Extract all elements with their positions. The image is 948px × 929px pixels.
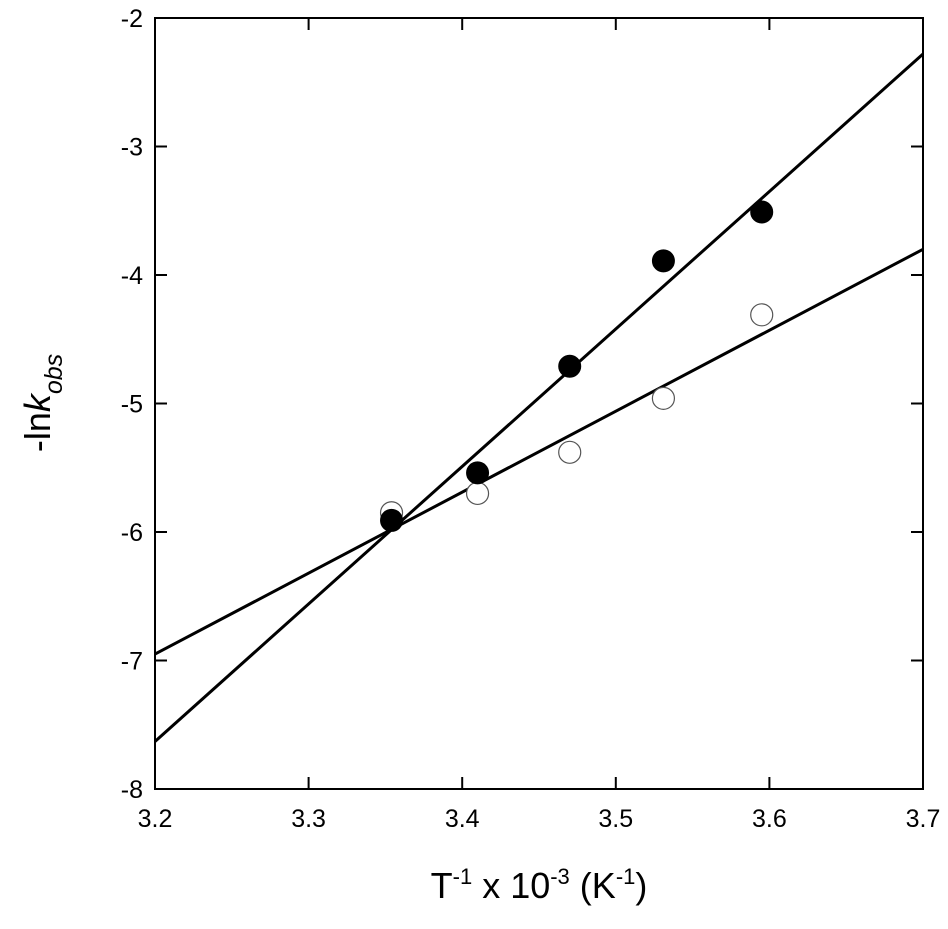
- x-tick-label: 3.6: [752, 805, 787, 833]
- y-tick-label: -4: [121, 262, 143, 290]
- x-axis-title-sup2: -3: [550, 864, 570, 889]
- x-tick-label: 3.7: [906, 805, 941, 833]
- x-axis-title-mid: x 10: [472, 865, 550, 906]
- open-point: [651, 386, 676, 410]
- data-points: [379, 200, 774, 532]
- y-axis-title-sub: obs: [40, 354, 68, 394]
- y-tick-label: -8: [121, 776, 143, 804]
- plot-frame: [154, 17, 924, 790]
- x-axis-title: T-1 x 10-3 (K-1): [431, 864, 648, 906]
- y-axis-title-prefix: -ln: [17, 412, 58, 452]
- filled-point: [750, 200, 774, 224]
- x-axis-title-sup3: -1: [616, 864, 636, 889]
- fit-lines: [153, 52, 925, 743]
- x-axis-title-end: ): [635, 865, 647, 906]
- filled-point: [651, 249, 675, 273]
- y-axis-title-italic: k: [17, 392, 58, 412]
- y-tick-label: -2: [121, 5, 143, 33]
- filled-point: [380, 508, 404, 532]
- y-tick-label: -5: [121, 391, 143, 419]
- fit-line-1: [153, 52, 925, 743]
- x-tick-label: 3.5: [598, 805, 633, 833]
- y-tick-label: -7: [121, 648, 143, 676]
- open-point: [558, 440, 582, 464]
- x-tick-label: 3.2: [138, 805, 173, 833]
- x-axis-title-sup1: -1: [453, 864, 473, 889]
- open-point: [465, 481, 490, 506]
- y-tick-label: -6: [121, 519, 143, 547]
- filled-point: [466, 461, 490, 485]
- y-tick-label: -3: [121, 134, 143, 162]
- x-tick-label: 3.4: [445, 805, 480, 833]
- x-tick-label: 3.3: [291, 805, 326, 833]
- x-axis-title-base: T: [431, 865, 453, 906]
- y-axis-title: -lnkobs: [17, 354, 68, 452]
- fit-line-2: [154, 247, 924, 656]
- axis-ticks: [154, 17, 924, 790]
- tick-labels: 3.2 3.3 3.4 3.5 3.6 3.7 -2 -3 -4 -5 -6 -7 -8: [121, 5, 941, 833]
- open-point: [750, 303, 774, 327]
- x-axis-title-mid2: (K: [570, 865, 616, 906]
- filled-point: [558, 354, 582, 378]
